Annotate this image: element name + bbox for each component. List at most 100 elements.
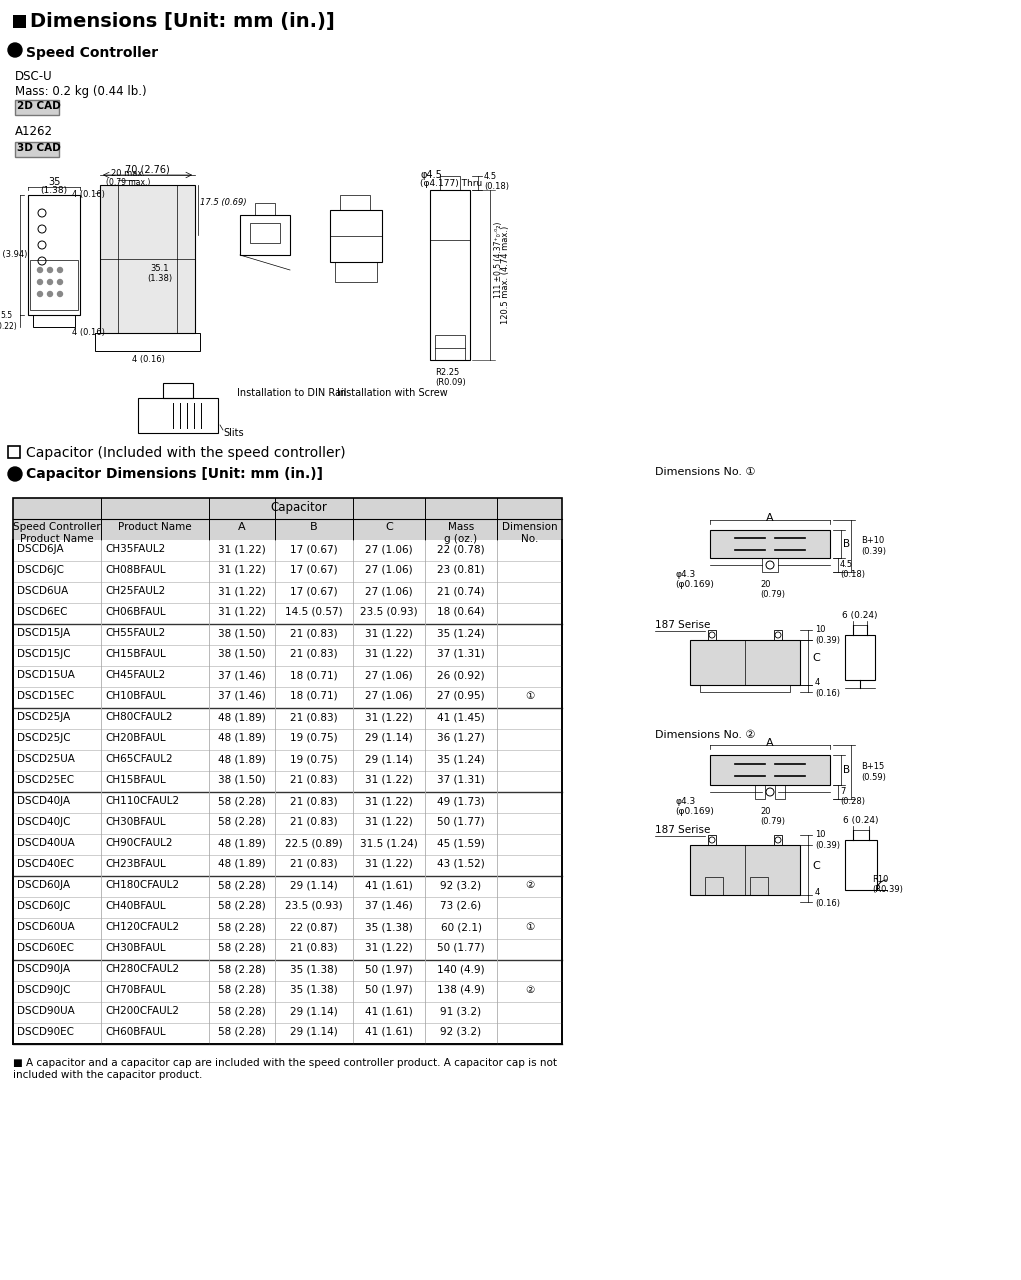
Text: 23.5 (0.93): 23.5 (0.93)	[360, 607, 418, 617]
Text: CH200CFAUL2: CH200CFAUL2	[105, 1006, 179, 1016]
Text: 38 (1.50): 38 (1.50)	[218, 649, 265, 659]
Bar	[704, 877, 723, 895]
Text: 29 (1.14): 29 (1.14)	[290, 881, 338, 890]
Circle shape	[8, 467, 22, 481]
Text: ②: ②	[525, 881, 534, 890]
Text: C: C	[812, 861, 820, 870]
Text: CH65CFAUL2: CH65CFAUL2	[105, 754, 173, 764]
Text: 31 (1.22): 31 (1.22)	[366, 712, 412, 722]
Text: 58 (2.28): 58 (2.28)	[218, 817, 265, 827]
Text: Speed Controller: Speed Controller	[26, 46, 158, 60]
Text: 37 (1.46): 37 (1.46)	[218, 669, 265, 680]
Text: DSCD15JC: DSCD15JC	[17, 649, 70, 659]
Circle shape	[48, 268, 52, 273]
Text: 187 Serise: 187 Serise	[655, 620, 711, 630]
Text: Capacitor: Capacitor	[271, 500, 328, 515]
Bar	[13, 498, 562, 540]
Text: 48 (1.89): 48 (1.89)	[218, 754, 265, 764]
Text: 27 (1.06): 27 (1.06)	[366, 544, 412, 554]
Bar	[33, 315, 75, 326]
Text: ■ A capacitor and a capacitor cap are included with the speed controller product: ■ A capacitor and a capacitor cap are in…	[13, 1059, 557, 1079]
Text: 4.5
(0.18): 4.5 (0.18)	[840, 561, 865, 580]
Text: Capacitor Dimensions [Unit: mm (in.)]: Capacitor Dimensions [Unit: mm (in.)]	[26, 467, 323, 481]
Text: 100 (3.94): 100 (3.94)	[0, 251, 28, 260]
Text: 27 (1.06): 27 (1.06)	[366, 691, 412, 701]
Text: 35 (1.24): 35 (1.24)	[437, 754, 485, 764]
Text: CH15BFAUL: CH15BFAUL	[105, 774, 165, 785]
Text: 31 (1.22): 31 (1.22)	[366, 859, 412, 869]
Text: DSCD90JA: DSCD90JA	[17, 964, 70, 974]
Text: 23 (0.81): 23 (0.81)	[437, 564, 485, 575]
Text: CH180CFAUL2: CH180CFAUL2	[105, 881, 179, 890]
Text: 27 (0.95): 27 (0.95)	[437, 691, 485, 701]
Bar	[100, 186, 195, 333]
Text: 6 (0.24): 6 (0.24)	[842, 611, 878, 620]
Text: C: C	[812, 653, 820, 663]
Text: 92 (3.2): 92 (3.2)	[440, 881, 482, 890]
Text: 58 (2.28): 58 (2.28)	[218, 901, 265, 911]
Text: 48 (1.89): 48 (1.89)	[218, 838, 265, 847]
Text: 4 (0.16): 4 (0.16)	[72, 328, 105, 337]
Text: 21 (0.83): 21 (0.83)	[290, 628, 338, 637]
Text: 31 (1.22): 31 (1.22)	[366, 796, 412, 806]
Text: 48 (1.89): 48 (1.89)	[218, 733, 265, 742]
Text: 14.5 (0.57): 14.5 (0.57)	[285, 607, 343, 617]
Bar	[15, 142, 59, 157]
Text: CH55FAUL2: CH55FAUL2	[105, 628, 165, 637]
Text: Installation to DIN Rail: Installation to DIN Rail	[237, 388, 346, 398]
Text: 27 (1.06): 27 (1.06)	[366, 564, 412, 575]
Text: DSCD25JC: DSCD25JC	[17, 733, 70, 742]
Text: 18 (0.71): 18 (0.71)	[290, 691, 338, 701]
Text: 19 (0.75): 19 (0.75)	[290, 733, 338, 742]
Bar	[30, 260, 78, 310]
Text: 31.5 (1.24): 31.5 (1.24)	[360, 838, 418, 847]
Text: Slits: Slits	[223, 428, 244, 438]
Text: 48 (1.89): 48 (1.89)	[218, 712, 265, 722]
Bar	[710, 755, 830, 785]
Text: DSCD90EC: DSCD90EC	[17, 1027, 74, 1037]
Text: A: A	[766, 513, 774, 524]
Text: 31 (1.22): 31 (1.22)	[218, 544, 265, 554]
Bar	[335, 262, 377, 282]
Text: DSCD6JC: DSCD6JC	[17, 564, 64, 575]
Text: A1262: A1262	[15, 125, 53, 138]
Text: C: C	[385, 522, 393, 532]
Text: 20
(0.79): 20 (0.79)	[760, 806, 785, 827]
Text: CH10BFAUL: CH10BFAUL	[105, 691, 165, 701]
Text: CH15BFAUL: CH15BFAUL	[105, 649, 165, 659]
Text: 58 (2.28): 58 (2.28)	[218, 922, 265, 932]
Text: DSCD40EC: DSCD40EC	[17, 859, 74, 869]
Bar	[340, 195, 370, 210]
Circle shape	[38, 268, 43, 273]
Text: Dimensions [Unit: mm (in.)]: Dimensions [Unit: mm (in.)]	[30, 12, 335, 31]
Text: 50 (1.97): 50 (1.97)	[366, 964, 412, 974]
Text: 138 (4.9): 138 (4.9)	[437, 986, 485, 995]
Text: Installation with Screw: Installation with Screw	[337, 388, 448, 398]
Text: CH08BFAUL: CH08BFAUL	[105, 564, 165, 575]
Bar	[163, 383, 193, 398]
Text: B+15
(0.59): B+15 (0.59)	[861, 763, 886, 782]
Circle shape	[8, 44, 22, 58]
Text: DSCD25UA: DSCD25UA	[17, 754, 75, 764]
Text: CH60BFAUL: CH60BFAUL	[105, 1027, 165, 1037]
Text: Capacitor (Included with the speed controller): Capacitor (Included with the speed contr…	[26, 445, 346, 460]
Text: 2D CAD: 2D CAD	[17, 101, 61, 111]
Text: 31 (1.22): 31 (1.22)	[218, 564, 265, 575]
Text: DSCD40JC: DSCD40JC	[17, 817, 70, 827]
Text: 19 (0.75): 19 (0.75)	[290, 754, 338, 764]
Text: R10
(R0.39): R10 (R0.39)	[872, 876, 903, 895]
Text: 31 (1.22): 31 (1.22)	[218, 607, 265, 617]
Text: ①: ①	[525, 691, 534, 701]
Text: DSCD15EC: DSCD15EC	[17, 691, 75, 701]
Text: 5.5
(0.22): 5.5 (0.22)	[0, 311, 17, 330]
Text: 22 (0.87): 22 (0.87)	[290, 922, 338, 932]
Text: 45 (1.59): 45 (1.59)	[437, 838, 485, 847]
Text: 41 (1.61): 41 (1.61)	[366, 1006, 412, 1016]
Text: φ4.5: φ4.5	[420, 170, 442, 180]
Text: 10
(0.39): 10 (0.39)	[815, 831, 840, 850]
Text: 6 (0.24): 6 (0.24)	[843, 817, 879, 826]
Text: 43 (1.52): 43 (1.52)	[437, 859, 485, 869]
Text: DSCD90UA: DSCD90UA	[17, 1006, 75, 1016]
Circle shape	[57, 292, 62, 297]
Circle shape	[48, 292, 52, 297]
